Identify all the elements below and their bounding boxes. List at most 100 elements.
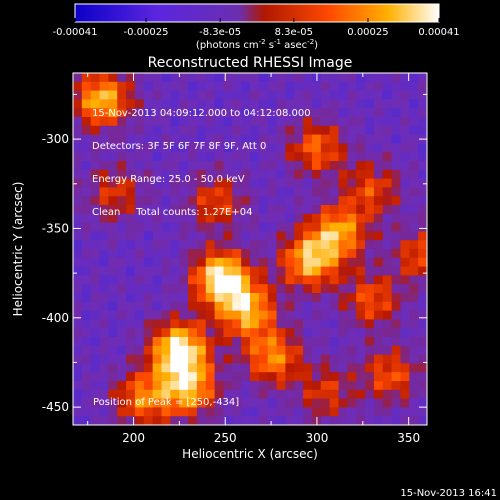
heatmap-cell (143, 205, 154, 215)
heatmap-cell (365, 81, 375, 92)
heatmap-cell (108, 310, 118, 320)
heatmap-cell (99, 90, 109, 100)
heatmap-cell (267, 161, 278, 171)
heatmap-cell (117, 231, 127, 241)
heatmap-cell (382, 407, 393, 417)
heatmap-cell (223, 125, 233, 136)
heatmap-cell (311, 398, 322, 408)
heatmap-cell (179, 108, 189, 118)
heatmap-cell (232, 125, 242, 136)
heatmap-cell (373, 90, 384, 100)
heatmap-cell (223, 354, 233, 364)
heatmap-cell (356, 240, 366, 250)
heatmap-cell (373, 257, 384, 268)
heatmap-cell (214, 257, 225, 268)
heatmap-cell (250, 99, 260, 109)
heatmap-cell (285, 152, 295, 162)
heatmap-cell (179, 152, 189, 162)
heatmap-cell (250, 407, 260, 417)
heatmap-cell (126, 73, 136, 83)
heatmap-cell (329, 152, 340, 162)
heatmap-cell (338, 152, 348, 162)
heatmap-cell (188, 381, 198, 391)
heatmap-cell (205, 134, 216, 144)
heatmap-cell (117, 363, 127, 373)
heatmap-cell (258, 381, 269, 391)
heatmap-cell (134, 152, 145, 162)
heatmap-cell (311, 213, 322, 224)
heatmap-cell (152, 187, 163, 197)
heatmap-cell (81, 301, 92, 312)
heatmap-cell (311, 108, 322, 118)
heatmap-cell (311, 328, 322, 338)
heatmap-cell (81, 117, 92, 127)
heatmap-cell (196, 117, 207, 127)
heatmap-cell (294, 81, 304, 92)
heatmap-cell (250, 125, 260, 136)
heatmap-cell (391, 152, 402, 162)
heatmap-cell (320, 125, 331, 136)
heatmap-cell (232, 231, 242, 241)
heatmap-cell (152, 416, 163, 425)
heatmap-cell (188, 354, 198, 364)
heatmap-cell (161, 178, 171, 188)
heatmap-cell (196, 134, 207, 144)
heatmap-cell (276, 108, 286, 118)
heatmap-cell (143, 293, 154, 303)
heatmap-cell (276, 90, 286, 100)
heatmap-cell (400, 337, 410, 347)
heatmap-cell (320, 398, 331, 408)
heatmap-cell (382, 205, 393, 215)
heatmap-cell (161, 372, 171, 382)
heatmap-cell (73, 389, 83, 400)
heatmap-cell (373, 416, 384, 425)
heatmap-cell (108, 284, 118, 294)
heatmap-cell (409, 213, 419, 224)
heatmap-cell (205, 73, 216, 83)
heatmap-cell (126, 205, 136, 215)
heatmap-cell (303, 187, 313, 197)
heatmap-cell (81, 143, 92, 153)
heatmap-cell (365, 213, 375, 224)
heatmap-cell (250, 205, 260, 215)
heatmap-cell (400, 416, 410, 425)
heatmap-cell (126, 345, 136, 356)
heatmap-cell (188, 310, 198, 320)
heatmap-cell (258, 275, 269, 285)
heatmap-cell (338, 249, 348, 259)
heatmap-cell (303, 416, 313, 425)
heatmap-cell (223, 161, 233, 171)
heatmap-cell (267, 398, 278, 408)
heatmap-cell (179, 117, 189, 127)
heatmap-cell (382, 319, 393, 329)
heatmap-cell (365, 90, 375, 100)
heatmap-cell (152, 310, 163, 320)
heatmap-cell (400, 389, 410, 400)
heatmap-cell (99, 152, 109, 162)
heatmap-cell (338, 328, 348, 338)
heatmap-cell (329, 416, 340, 425)
heatmap-cell (285, 249, 295, 259)
heatmap-cell (338, 108, 348, 118)
heatmap-cell (320, 222, 331, 232)
heatmap-cell (258, 363, 269, 373)
heatmap-cell (276, 205, 286, 215)
heatmap-cell (250, 249, 260, 259)
heatmap-cell (241, 249, 251, 259)
heatmap-cell (99, 407, 109, 417)
heatmap-cell (73, 240, 83, 250)
heatmap-cell (81, 240, 92, 250)
heatmap-cell (347, 222, 357, 232)
heatmap-cell (311, 293, 322, 303)
heatmap-cell (152, 354, 163, 364)
heatmap-cell (214, 90, 225, 100)
heatmap-cell (90, 363, 101, 373)
heatmap-cell (205, 293, 216, 303)
heatmap-cell (338, 407, 348, 417)
heatmap-cell (241, 345, 251, 356)
heatmap-cell (258, 249, 269, 259)
heatmap-cell (152, 372, 163, 382)
heatmap-cell (143, 240, 154, 250)
heatmap-cell (134, 407, 145, 417)
heatmap-cell (196, 293, 207, 303)
